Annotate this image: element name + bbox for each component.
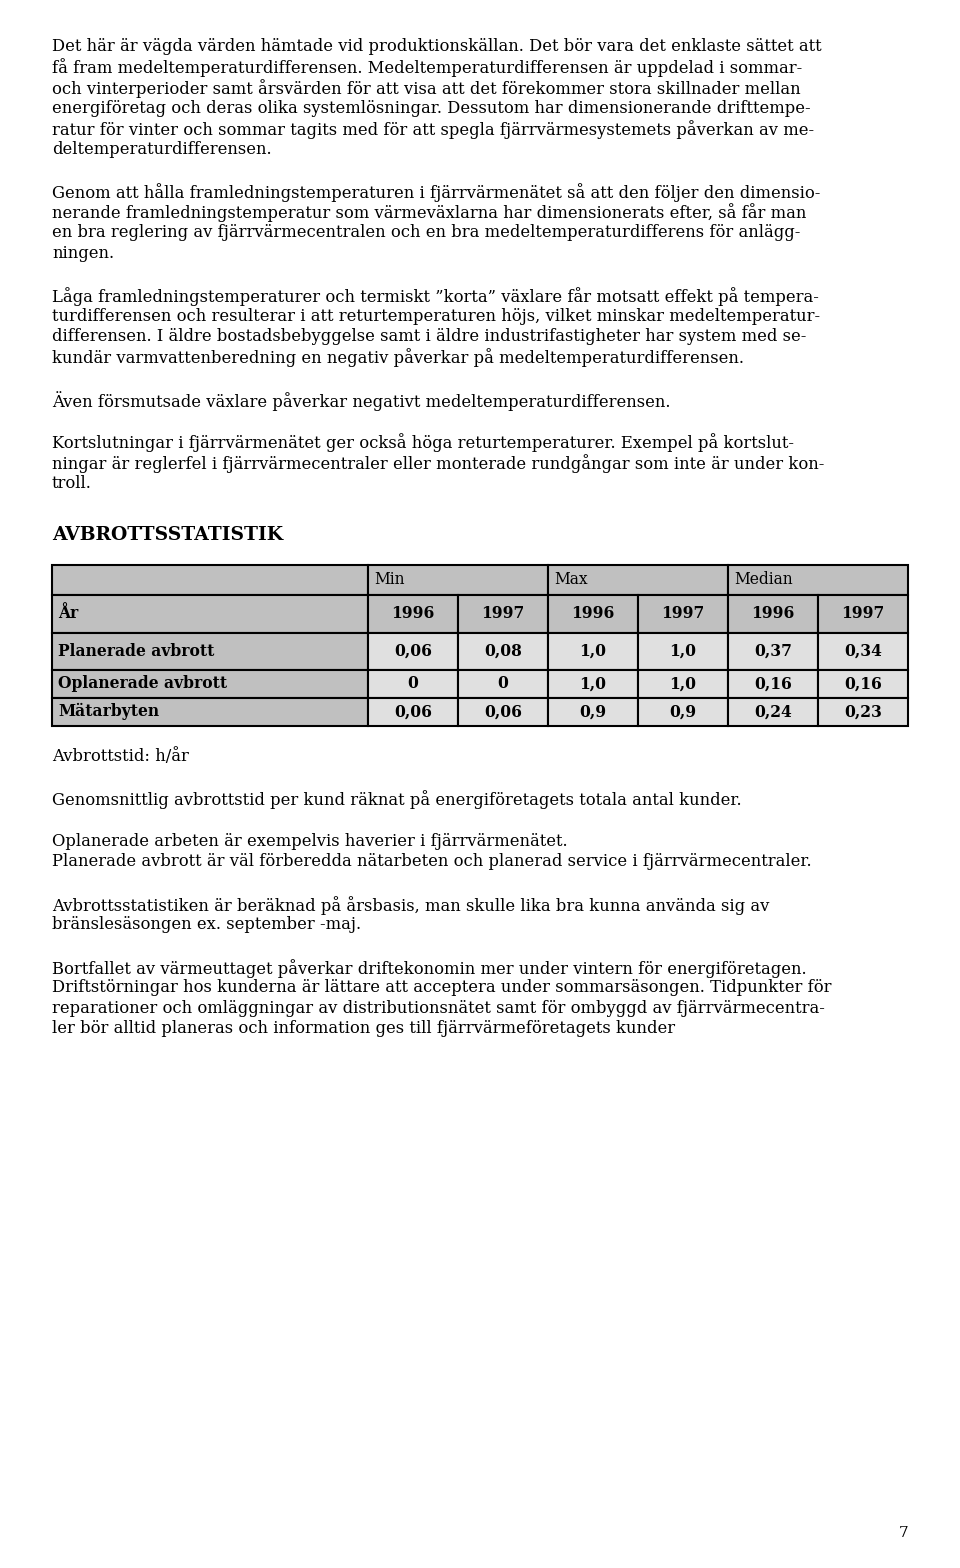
Bar (728, 633, 818, 670)
Text: nerande framledningstemperatur som värmeväxlarna har dimensionerats efter, så få: nerande framledningstemperatur som värme… (52, 204, 806, 223)
Text: få fram medeltemperaturdifferensen. Medeltemperaturdifferensen är uppdelad i som: få fram medeltemperaturdifferensen. Mede… (52, 58, 803, 77)
Text: en bra reglering av fjärrvärmecentralen och en bra medeltemperaturdifferens för : en bra reglering av fjärrvärmecentralen … (52, 224, 801, 241)
Text: bränslesäsongen ex. september -maj.: bränslesäsongen ex. september -maj. (52, 916, 361, 933)
Text: 0,37: 0,37 (755, 643, 792, 660)
Text: 0,9: 0,9 (669, 704, 697, 720)
Bar (458, 633, 548, 670)
Bar (548, 670, 638, 698)
Text: kundär varmvattenberedning en negativ påverkar på medeltemperaturdifferensen.: kundär varmvattenberedning en negativ på… (52, 348, 744, 367)
Bar (548, 633, 638, 670)
Text: 0: 0 (497, 676, 509, 691)
Bar (818, 670, 908, 698)
Text: deltemperaturdifferensen.: deltemperaturdifferensen. (52, 141, 272, 157)
Bar (368, 633, 458, 670)
Bar (52, 698, 368, 726)
Text: Mätarbyten: Mätarbyten (58, 702, 159, 720)
Text: År: År (58, 605, 79, 622)
Text: 1,0: 1,0 (669, 643, 697, 660)
Bar (368, 564, 548, 594)
Text: Genom att hålla framledningstemperaturen i fjärrvärmenätet så att den följer den: Genom att hålla framledningstemperaturen… (52, 183, 821, 202)
Text: reparationer och omläggningar av distributionsnätet samt för ombyggd av fjärrvär: reparationer och omläggningar av distrib… (52, 1000, 825, 1016)
Text: 1997: 1997 (482, 605, 525, 622)
Text: differensen. I äldre bostadsbebyggelse samt i äldre industrifastigheter har syst: differensen. I äldre bostadsbebyggelse s… (52, 328, 806, 345)
Text: Bortfallet av värmeuttaget påverkar driftekonomin mer under vintern för energifö: Bortfallet av värmeuttaget påverkar drif… (52, 958, 806, 978)
Text: Även försmutsade växlare påverkar negativt medeltemperaturdifferensen.: Även försmutsade växlare påverkar negati… (52, 390, 670, 411)
Text: 0,23: 0,23 (844, 704, 882, 720)
Text: ler bör alltid planeras och information ges till fjärrvärmeföretagets kunder: ler bör alltid planeras och information … (52, 1021, 675, 1038)
Text: Genomsnittlig avbrottstid per kund räknat på energiföretagets totala antal kunde: Genomsnittlig avbrottstid per kund räkna… (52, 790, 742, 809)
Text: 0,08: 0,08 (484, 643, 522, 660)
Bar (638, 670, 728, 698)
Text: 0: 0 (408, 676, 419, 691)
Bar (728, 564, 908, 594)
Text: ningar är reglerfel i fjärrvärmecentraler eller monterade rundgångar som inte är: ningar är reglerfel i fjärrvärmecentrale… (52, 455, 825, 474)
Bar (638, 698, 728, 726)
Text: 0,06: 0,06 (395, 643, 432, 660)
Text: 0,16: 0,16 (844, 676, 882, 691)
Bar (458, 670, 548, 698)
Text: 0,16: 0,16 (755, 676, 792, 691)
Text: 0,34: 0,34 (844, 643, 882, 660)
Text: 0,06: 0,06 (395, 704, 432, 720)
Text: 1,0: 1,0 (669, 676, 697, 691)
Text: turdifferensen och resulterar i att returtemperaturen höjs, vilket minskar medel: turdifferensen och resulterar i att retu… (52, 307, 820, 325)
Bar (728, 698, 818, 726)
Text: 1,0: 1,0 (580, 676, 607, 691)
Text: 7: 7 (899, 1526, 908, 1540)
Text: energiföretag och deras olika systemlösningar. Dessutom har dimensionerande drif: energiföretag och deras olika systemlösn… (52, 99, 810, 116)
Bar (728, 670, 818, 698)
Text: Median: Median (734, 571, 793, 588)
Text: Planerade avbrott: Planerade avbrott (58, 643, 214, 660)
Bar (52, 633, 368, 670)
Text: och vinterperioder samt årsvärden för att visa att det förekommer stora skillnad: och vinterperioder samt årsvärden för at… (52, 78, 801, 97)
Text: Min: Min (374, 571, 404, 588)
Bar (728, 594, 818, 633)
Bar (818, 698, 908, 726)
Bar (638, 594, 728, 633)
Text: Avbrottstid: h/år: Avbrottstid: h/år (52, 748, 189, 765)
Bar (368, 594, 458, 633)
Text: 1996: 1996 (752, 605, 795, 622)
Bar (458, 698, 548, 726)
Bar (458, 594, 548, 633)
Text: 1996: 1996 (392, 605, 435, 622)
Bar (548, 698, 638, 726)
Bar (52, 564, 368, 594)
Bar (52, 670, 368, 698)
Text: Det här är vägda värden hämtade vid produktionskällan. Det bör vara det enklaste: Det här är vägda värden hämtade vid prod… (52, 38, 822, 55)
Text: troll.: troll. (52, 475, 92, 491)
Text: 1997: 1997 (661, 605, 705, 622)
Text: 1,0: 1,0 (580, 643, 607, 660)
Text: ratur för vinter och sommar tagits med för att spegla fjärrvärmesystemets påverk: ratur för vinter och sommar tagits med f… (52, 121, 814, 140)
Text: Avbrottsstatistiken är beräknad på årsbasis, man skulle lika bra kunna använda s: Avbrottsstatistiken är beräknad på årsba… (52, 895, 769, 914)
Bar (548, 594, 638, 633)
Bar (548, 564, 728, 594)
Text: ningen.: ningen. (52, 245, 114, 262)
Text: AVBROTTSSTATISTIK: AVBROTTSSTATISTIK (52, 525, 283, 544)
Text: 0,06: 0,06 (484, 704, 522, 720)
Text: 1996: 1996 (571, 605, 614, 622)
Text: 1997: 1997 (841, 605, 884, 622)
Bar (368, 670, 458, 698)
Text: Oplanerade arbeten är exempelvis haverier i fjärrvärmenätet.: Oplanerade arbeten är exempelvis haverie… (52, 833, 567, 850)
Text: Driftstörningar hos kunderna är lättare att acceptera under sommarsäsongen. Tidp: Driftstörningar hos kunderna är lättare … (52, 980, 831, 996)
Text: Oplanerade avbrott: Oplanerade avbrott (58, 676, 228, 691)
Bar (52, 594, 368, 633)
Bar (818, 594, 908, 633)
Text: Låga framledningstemperaturer och termiskt ”korta” växlare får motsatt effekt på: Låga framledningstemperaturer och termis… (52, 287, 819, 306)
Bar (368, 698, 458, 726)
Text: 0,9: 0,9 (580, 704, 607, 720)
Text: Planerade avbrott är väl förberedda nätarbeten och planerad service i fjärrvärme: Planerade avbrott är väl förberedda näta… (52, 853, 811, 870)
Text: Max: Max (554, 571, 588, 588)
Bar (638, 633, 728, 670)
Text: Kortslutningar i fjärrvärmenätet ger också höga returtemperaturer. Exempel på ko: Kortslutningar i fjärrvärmenätet ger ock… (52, 433, 794, 453)
Bar (818, 633, 908, 670)
Text: 0,24: 0,24 (755, 704, 792, 720)
